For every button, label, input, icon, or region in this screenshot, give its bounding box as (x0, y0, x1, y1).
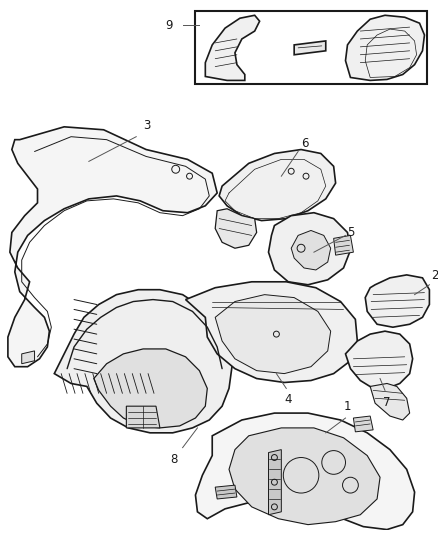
Polygon shape (215, 485, 237, 499)
Polygon shape (126, 406, 160, 428)
Polygon shape (215, 209, 257, 248)
Polygon shape (353, 416, 373, 432)
Polygon shape (346, 331, 413, 389)
Polygon shape (268, 213, 350, 285)
Text: 7: 7 (383, 397, 391, 409)
Text: 4: 4 (284, 393, 292, 406)
Text: 1: 1 (343, 400, 351, 413)
Polygon shape (365, 275, 429, 327)
Polygon shape (54, 290, 232, 433)
Text: 5: 5 (347, 226, 355, 239)
Polygon shape (291, 230, 331, 270)
Text: 8: 8 (170, 453, 178, 465)
Polygon shape (334, 236, 353, 255)
Polygon shape (229, 428, 380, 524)
Text: 3: 3 (143, 119, 151, 132)
Polygon shape (346, 15, 424, 80)
Polygon shape (195, 413, 415, 530)
Polygon shape (94, 349, 207, 428)
Text: 2: 2 (431, 269, 438, 282)
Text: 9: 9 (165, 19, 173, 31)
Polygon shape (186, 282, 357, 383)
Polygon shape (215, 295, 331, 374)
Polygon shape (294, 41, 326, 55)
Polygon shape (8, 127, 217, 367)
Polygon shape (219, 150, 336, 221)
Polygon shape (22, 351, 35, 364)
Bar (195, 11, 427, 84)
Polygon shape (370, 383, 410, 420)
Text: 6: 6 (301, 136, 309, 150)
Polygon shape (268, 450, 281, 515)
Polygon shape (205, 15, 260, 80)
